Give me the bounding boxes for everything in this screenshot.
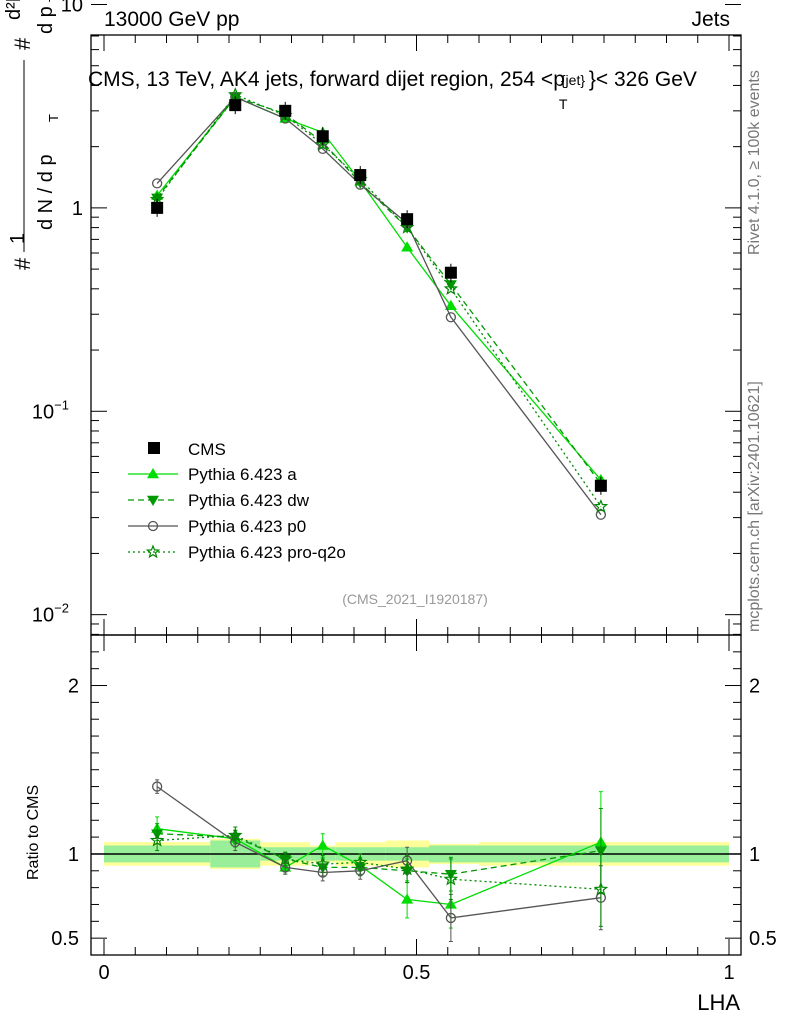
main-tick-exp: −2 [54,601,69,616]
ratio-series-point [277,851,293,866]
ratio-series-line [157,833,602,875]
cms-data-point [354,169,367,182]
plot-title: CMS, 13 TeV, AK4 jets, forward dijet reg… [88,68,697,112]
legend-marker [145,544,161,559]
legend-label: Pythia 6.423 p0 [188,517,306,536]
rivet-label: Rivet 4.1.0, ≥ 100k events [746,70,763,255]
cms-data-point [594,479,607,492]
x-tick-label: 1 [723,962,734,984]
main-series-point [315,136,331,151]
ratio-series-point [316,839,329,850]
plot-title-tail: }< 326 GeV [588,68,697,91]
legend-cms-label: CMS [188,440,226,459]
main-tick-label: 10−2 [32,601,69,627]
ratio-series-point [593,881,609,896]
legend-marker [147,520,159,532]
y-label-dn: d N / d p [35,154,57,230]
ratio-tick-label: 2 [68,676,79,698]
plot-title-sub: T [558,96,568,112]
main-series-line [156,96,602,485]
main-tick-exp: −1 [54,397,69,412]
legend-marker [147,495,159,506]
ratio-tick-label: 0.5 [51,928,79,950]
ratio-series-line [157,828,602,906]
ratio-series-point [227,827,243,842]
y-axis-label: # 1 d N / d p T # d²N d p T dλ [3,0,61,270]
main-series-point [401,241,414,252]
main-y-ticks: 10−2 10−1 1 10 [32,0,741,635]
y-label-one: 1 [7,233,29,244]
main-series [149,87,609,520]
legend-label: Pythia 6.423 pro-q2o [188,543,346,562]
y-label-dn-sub: T [46,114,61,122]
ratio-series-point [399,861,415,876]
ratio-y-label: Ratio to CMS [25,785,42,880]
x-axis-label: LHA [697,990,740,1015]
main-series-point [445,312,457,323]
main-series-line [156,96,602,481]
legend-label: Pythia 6.423 dw [188,491,310,510]
main-series-point [595,509,607,520]
main-series-point [151,178,163,189]
main-series-line [156,96,602,516]
legend-cms-marker [148,442,160,454]
cms-data-point [316,130,329,143]
main-series-point [444,299,457,311]
x-tick-label: 0 [98,962,109,984]
x-tick-label: 0.5 [403,962,431,984]
ratio-uncertainty-bands [91,838,741,870]
mcplots-label: mcplots.cern.ch [arXiv:2401.10621] [746,381,763,632]
cms-data-point [279,104,292,117]
x-ticks: 0 0.5 1 [98,35,735,984]
ratio-tick-label: 1 [68,844,79,866]
main-series-point [593,498,609,513]
ratio-tick-label-right: 0.5 [749,928,777,950]
plot-title-main: CMS, 13 TeV, AK4 jets, forward dijet reg… [88,68,565,91]
y-label-dpt: d p [35,6,57,34]
cms-data-point [401,213,414,226]
ratio-series-point [443,871,459,886]
plot-title-sup: {jet} [560,72,586,88]
ratio-series-line [157,834,601,890]
y-label-hash2: # [10,37,35,50]
ratio-tick-label-right: 1 [749,844,760,866]
main-series-point [399,219,415,234]
legend-marker [147,468,159,479]
y-label-hash1: # [10,257,35,270]
ratio-series-point [594,846,607,857]
main-tick-label: 1 [72,198,83,220]
analysis-label: (CMS_2021_I1920187) [342,591,488,607]
ratio-series-point [401,893,414,904]
y-label-d2n: d²N [3,0,25,20]
ratio-series-line [156,786,601,919]
ratio-series-point [151,781,163,792]
main-tick-label: 10−1 [32,397,69,423]
main-tick-label: 10 [61,0,83,16]
legend-label: Pythia 6.423 a [188,465,297,484]
cms-data-point [151,201,164,214]
ratio-y-ticks: 0.5 0.5 1 1 2 2 [51,651,777,950]
energy-label: 13000 GeV pp [104,8,240,31]
ratio-panel-frame [90,634,742,956]
ratio-series-point [445,912,457,924]
y-label-dpt-sub: T [46,0,61,2]
main-series-point [444,280,457,291]
main-series-point [443,281,459,296]
ratio-tick-label-right: 2 [749,676,760,698]
ratio-series-point [352,854,368,869]
ratio-series [149,779,609,943]
category-label: Jets [691,8,730,31]
cms-data-point [229,99,242,112]
legend: CMS Pythia 6.423 a Pythia 6.423 dw Pythia 6… [128,440,346,562]
ratio-series-point [149,832,165,847]
cms-data-point [444,266,457,279]
ratio-series-point [315,856,331,871]
